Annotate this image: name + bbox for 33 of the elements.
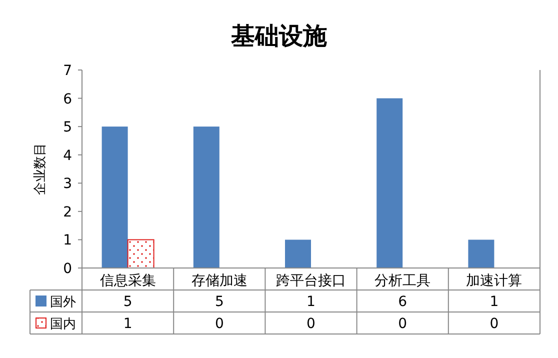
y-tick-label: 3 bbox=[63, 176, 72, 192]
data-label: 5 bbox=[214, 294, 224, 310]
x-tick-label: 加速计算 bbox=[466, 273, 522, 289]
x-tick-label: 跨平台接口 bbox=[276, 273, 346, 289]
y-tick-label: 6 bbox=[63, 91, 72, 108]
x-tick-label: 存储加速 bbox=[191, 273, 248, 289]
x-tick-label: 分析工具 bbox=[374, 273, 431, 289]
y-tick-label: 0 bbox=[63, 261, 72, 277]
y-axis-title: 企业数目 bbox=[33, 143, 48, 195]
y-tick-label: 4 bbox=[63, 148, 72, 164]
data-label: 0 bbox=[306, 316, 316, 332]
data-label: 1 bbox=[490, 294, 499, 310]
y-tick-label: 1 bbox=[63, 232, 72, 249]
data-label: 1 bbox=[123, 316, 132, 332]
x-tick-label: 信息采集 bbox=[100, 273, 156, 289]
data-label: 5 bbox=[123, 294, 132, 310]
y-tick-label: 7 bbox=[63, 63, 72, 79]
bar bbox=[376, 98, 403, 268]
bar bbox=[193, 126, 220, 268]
y-tick-label: 2 bbox=[63, 204, 72, 220]
bar bbox=[127, 239, 154, 268]
data-label: 0 bbox=[214, 316, 224, 332]
data-label: 0 bbox=[490, 316, 499, 332]
bar bbox=[468, 240, 494, 268]
chart-title: 基础设施 bbox=[230, 22, 327, 50]
legend-label: 国内 bbox=[50, 317, 76, 332]
y-tick-label: 5 bbox=[63, 120, 72, 136]
data-label: 1 bbox=[306, 294, 316, 310]
bar bbox=[285, 240, 311, 268]
legend-label: 国外 bbox=[50, 295, 76, 310]
data-label: 0 bbox=[398, 316, 408, 332]
data-label: 6 bbox=[398, 294, 408, 310]
bar bbox=[102, 126, 128, 268]
